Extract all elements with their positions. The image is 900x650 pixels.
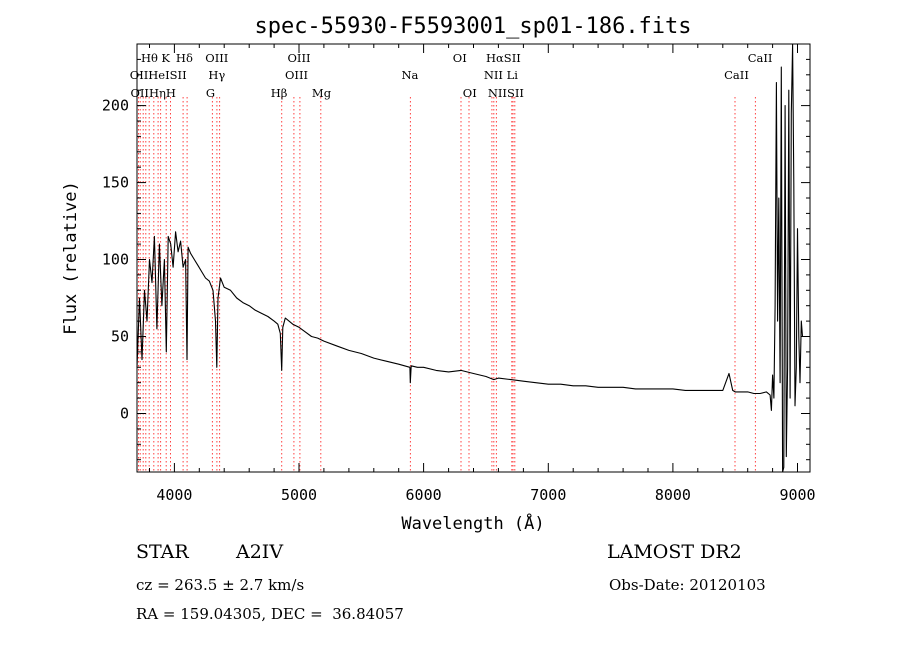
line-marker-label: OIIHeISII: [130, 68, 187, 82]
y-tick-label: 150: [102, 174, 129, 192]
y-tick-label: 50: [111, 328, 129, 346]
y-tick-label: 200: [102, 97, 129, 115]
x-tick-label: 9000: [779, 486, 815, 504]
y-axis: 0 50 100 150 200: [102, 58, 810, 461]
chart-title: spec-55930-F5593001_sp01-186.fits: [254, 14, 691, 39]
y-axis-label: Flux (relative): [61, 181, 81, 335]
line-marker-label: CaII: [748, 51, 773, 65]
line-marker-label: OI: [453, 51, 467, 65]
object-type: STAR: [136, 541, 189, 563]
line-marker-label: K: [161, 51, 170, 65]
x-axis: 4000 5000 6000 7000 8000 9000: [149, 44, 816, 504]
x-tick-label: 6000: [406, 486, 442, 504]
line-marker-label: Hβ: [271, 86, 288, 100]
line-marker-label: Mg: [312, 86, 332, 100]
plot-frame: [136, 43, 811, 473]
redshift-text: cz = 263.5 ± 2.7 km/s: [136, 576, 305, 594]
line-marker-label: Hγ: [208, 68, 225, 82]
line-marker-labels: Hθ K Hδ OIII OIII OI HαSII CaII OIIHeISII Hγ OIII N…: [130, 51, 773, 100]
y-tick-label: 100: [102, 251, 129, 269]
spectral-subclass: A2IV: [236, 541, 284, 563]
line-marker-label: OIII: [287, 51, 310, 65]
spectrum-line: [136, 43, 804, 473]
line-marker-label: OIII: [285, 68, 308, 82]
line-marker-label: OIII: [205, 51, 228, 65]
obs-date-text: Obs-Date: 20120103: [609, 576, 766, 594]
coordinates-text: RA = 159.04305, DEC = 36.84057: [136, 605, 404, 623]
line-marker-label: Hδ: [176, 51, 193, 65]
line-marker-label: Hθ: [141, 51, 158, 65]
line-marker-label: OIIHηH: [130, 86, 175, 100]
line-marker-label: Na: [401, 68, 418, 82]
x-tick-label: 4000: [156, 486, 192, 504]
x-tick-label: 7000: [530, 486, 566, 504]
x-tick-label: 8000: [655, 486, 691, 504]
x-tick-label: 5000: [281, 486, 317, 504]
x-axis-label: Wavelength (Å): [401, 512, 544, 534]
line-marker-label: G: [206, 86, 215, 100]
line-markers: [138, 97, 756, 472]
line-marker-label: HαSII: [486, 51, 521, 65]
line-marker-label: OI: [463, 86, 477, 100]
line-marker-label: NII Li: [484, 68, 518, 82]
survey-name: LAMOST DR2: [607, 541, 742, 563]
line-marker-label: CaII: [724, 68, 749, 82]
line-marker-label: NIISII: [488, 86, 524, 100]
y-tick-label: 0: [120, 405, 129, 423]
